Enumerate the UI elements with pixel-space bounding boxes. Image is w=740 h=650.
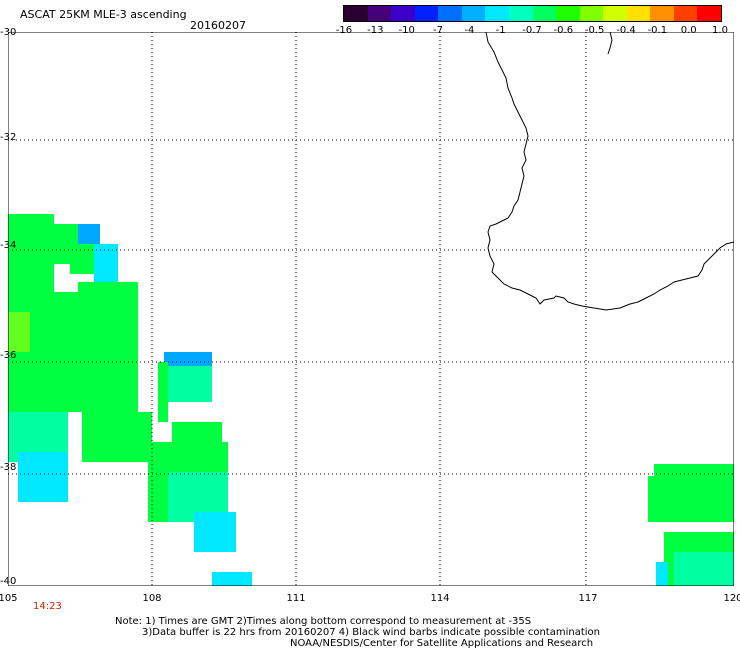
colorbar-tick-label: -4 [464, 25, 475, 36]
wind-data-swaths [8, 214, 734, 586]
colorbar-tick-label: -13 [367, 25, 384, 36]
latitude-tick-label: -30 [0, 27, 17, 38]
latitude-tick-label: -32 [0, 132, 17, 143]
wind-data-cell [674, 552, 734, 586]
colorbar-segment [650, 6, 674, 21]
wind-data-cell [18, 452, 68, 502]
colorbar-segment [461, 6, 486, 21]
colorbar-segment [367, 6, 392, 21]
colorbar-tick-label: -10 [398, 25, 415, 36]
colorbar-segment [579, 6, 604, 21]
map-title: ASCAT 25KM MLE-3 ascending [20, 8, 187, 21]
wind-data-cell [8, 312, 30, 352]
colorbar-tick-label: -0.6 [553, 25, 574, 36]
map-plot [8, 32, 734, 586]
colorbar-tick-label: -1 [495, 25, 506, 36]
longitude-tick-label: 117 [578, 593, 598, 604]
colorbar-segment [626, 6, 651, 21]
note-line-1: Note: 1) Times are GMT 2)Times along bot… [115, 616, 532, 627]
time-label: 14:23 [33, 601, 62, 612]
wind-data-cell [164, 352, 212, 366]
colorbar-tick-label: 0.0 [680, 25, 697, 36]
colorbar-segment [414, 6, 439, 21]
longitude-tick-label: 105 [0, 593, 18, 604]
colorbar-segment [697, 6, 721, 21]
colorbar-tick-label: -7 [433, 25, 443, 36]
colorbar-segment [344, 6, 368, 21]
map-date: 20160207 [190, 19, 246, 32]
colorbar-segment [438, 6, 462, 21]
colorbar-segment [556, 6, 580, 21]
latitude-tick-label: -34 [0, 240, 17, 251]
colorbar-tick-label: -0.4 [616, 25, 636, 36]
wind-data-cell [158, 362, 168, 422]
colorbar-tick-label: -0.5 [584, 25, 605, 36]
colorbar-segment [532, 6, 557, 21]
colorbar-segment [485, 6, 509, 21]
latitude-tick-label: -38 [0, 462, 17, 473]
note-line-2: 3)Data buffer is 22 hrs from 20160207 4)… [142, 627, 600, 638]
latitude-tick-label: -36 [0, 350, 17, 361]
wind-data-cell [212, 572, 252, 586]
wind-data-cell [656, 562, 668, 586]
colorbar [343, 5, 722, 22]
longitude-tick-label: 114 [430, 593, 450, 604]
colorbar-segment [508, 6, 533, 21]
wind-data-cell [194, 512, 236, 552]
colorbar-segment [391, 6, 415, 21]
wind-data-cell [648, 476, 668, 522]
longitude-tick-label: 111 [286, 593, 306, 604]
colorbar-tick-label: -0.7 [522, 25, 542, 36]
wind-data-cell [94, 244, 118, 284]
colorbar-segment [673, 6, 698, 21]
colorbar-tick-label: 1.0 [712, 25, 728, 36]
wind-data-cell [82, 412, 152, 462]
coastline-north [607, 32, 613, 55]
note-line-3: NOAA/NESDIS/Center for Satellite Applica… [290, 638, 594, 649]
coastline [485, 32, 734, 311]
colorbar-tick-label: -0.1 [647, 25, 668, 36]
wind-data-cell [78, 282, 138, 322]
wind-data-cell [78, 224, 100, 244]
grid-lines [8, 32, 734, 586]
colorbar-tick-label: -16 [335, 25, 353, 36]
longitude-tick-label: 108 [142, 593, 162, 604]
longitude-tick-label: 120 [723, 593, 740, 604]
wind-data-cell [98, 372, 138, 412]
latitude-tick-label: -40 [0, 576, 17, 587]
colorbar-segment [603, 6, 627, 21]
